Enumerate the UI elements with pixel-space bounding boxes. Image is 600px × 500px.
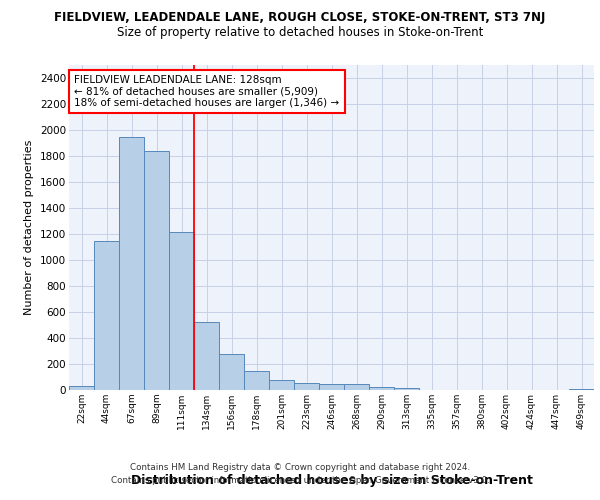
Bar [244, 370, 269, 390]
Bar [69, 386, 94, 390]
Bar [119, 136, 144, 390]
Bar [194, 322, 219, 390]
Text: FIELDVIEW LEADENDALE LANE: 128sqm
← 81% of detached houses are smaller (5,909)
1: FIELDVIEW LEADENDALE LANE: 128sqm ← 81% … [74, 74, 340, 108]
Text: Contains HM Land Registry data © Crown copyright and database right 2024.: Contains HM Land Registry data © Crown c… [130, 464, 470, 472]
Text: Contains public sector information licensed under the Open Government Licence v3: Contains public sector information licen… [110, 476, 490, 485]
Bar [569, 388, 594, 390]
Bar [94, 240, 119, 390]
Bar [219, 354, 244, 390]
Bar [319, 384, 344, 390]
Bar [344, 384, 369, 390]
Text: FIELDVIEW, LEADENDALE LANE, ROUGH CLOSE, STOKE-ON-TRENT, ST3 7NJ: FIELDVIEW, LEADENDALE LANE, ROUGH CLOSE,… [55, 12, 545, 24]
X-axis label: Distribution of detached houses by size in Stoke-on-Trent: Distribution of detached houses by size … [131, 474, 532, 486]
Bar [369, 388, 394, 390]
Bar [169, 232, 194, 390]
Bar [394, 388, 419, 390]
Bar [144, 151, 169, 390]
Y-axis label: Number of detached properties: Number of detached properties [25, 140, 34, 315]
Bar [269, 380, 294, 390]
Text: Size of property relative to detached houses in Stoke-on-Trent: Size of property relative to detached ho… [117, 26, 483, 39]
Bar [294, 383, 319, 390]
